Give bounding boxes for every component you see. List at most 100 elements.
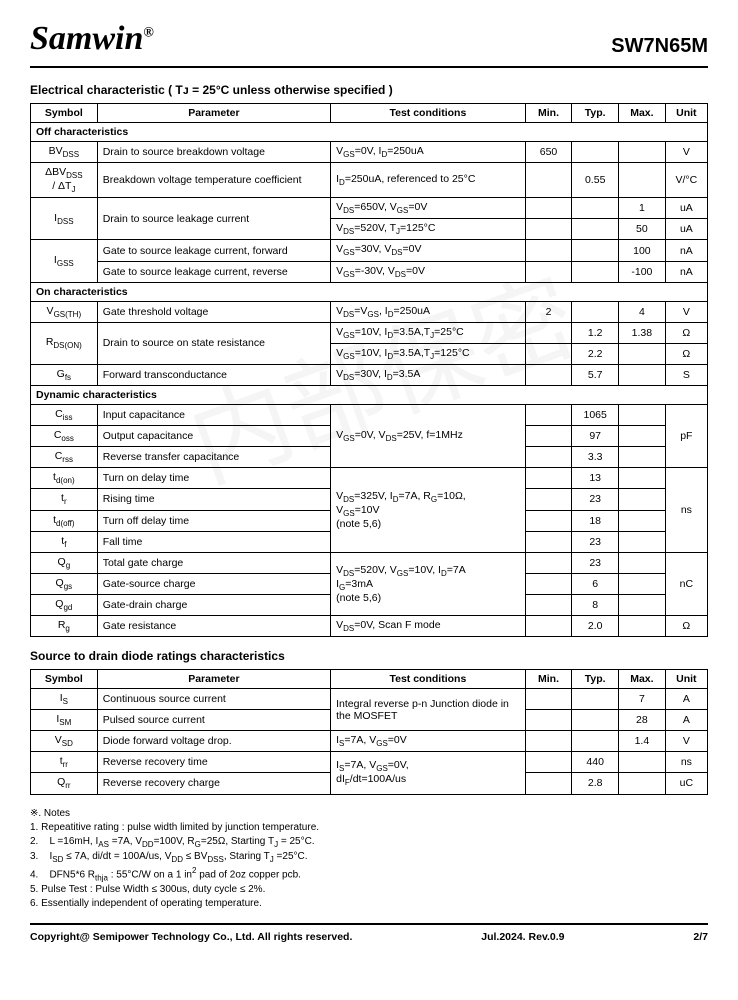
cell (619, 163, 666, 198)
cell: Qgs (31, 573, 98, 594)
cell: nA (665, 261, 707, 282)
cell: Total gate charge (97, 552, 330, 573)
cell: Drain to source on state resistance (97, 322, 330, 364)
th-param: Parameter (97, 670, 330, 689)
cell (572, 731, 619, 752)
cell (525, 468, 572, 489)
cell (525, 240, 572, 261)
cell (525, 552, 572, 573)
cell: 0.55 (572, 163, 619, 198)
cell: 2.2 (572, 343, 619, 364)
cell: 50 (619, 219, 666, 240)
cell: ns (665, 468, 707, 552)
cell: nA (665, 240, 707, 261)
cell (619, 552, 666, 573)
cell: Drain to source breakdown voltage (97, 142, 330, 163)
table-row: VSD Diode forward voltage drop. IS=7A, V… (31, 731, 708, 752)
cell: Reverse recovery time (97, 752, 330, 773)
table-row: Gfs Forward transconductance VDS=30V, ID… (31, 364, 708, 385)
cell: 97 (572, 426, 619, 447)
on-header: On characteristics (31, 282, 708, 301)
cell (619, 426, 666, 447)
th-cond: Test conditions (331, 104, 526, 123)
cell: 6 (572, 573, 619, 594)
cell: td(off) (31, 510, 98, 531)
table-row: BVDSS Drain to source breakdown voltage … (31, 142, 708, 163)
footer-page: 2/7 (693, 931, 708, 943)
cell: Diode forward voltage drop. (97, 731, 330, 752)
cell (619, 594, 666, 615)
cell: tr (31, 489, 98, 510)
cell (619, 364, 666, 385)
cell: IGSS (31, 240, 98, 282)
cell: 440 (572, 752, 619, 773)
cell: Crss (31, 447, 98, 468)
cell (619, 468, 666, 489)
cell: V (665, 142, 707, 163)
logo-reg: ® (143, 26, 153, 41)
cell: VSD (31, 731, 98, 752)
cell: 3.3 (572, 447, 619, 468)
table-row: RDS(ON) Drain to source on state resista… (31, 322, 708, 343)
cell (525, 689, 572, 710)
cell: Ω (665, 343, 707, 364)
table-row: Rg Gate resistance VDS=0V, Scan F mode 2… (31, 615, 708, 636)
cell (572, 301, 619, 322)
th-symbol: Symbol (31, 104, 98, 123)
cell: VDS=30V, ID=3.5A (331, 364, 526, 385)
cell: Turn on delay time (97, 468, 330, 489)
cell (619, 615, 666, 636)
cell: 2.0 (572, 615, 619, 636)
cell (525, 752, 572, 773)
table-header-row: Symbol Parameter Test conditions Min. Ty… (31, 670, 708, 689)
cell: 23 (572, 552, 619, 573)
cell: VGS=-30V, VDS=0V (331, 261, 526, 282)
cell: BVDSS (31, 142, 98, 163)
cell: Gate to source leakage current, reverse (97, 261, 330, 282)
cell: 23 (572, 489, 619, 510)
dyn-header: Dynamic characteristics (31, 386, 708, 405)
cell: Gate to source leakage current, forward (97, 240, 330, 261)
logo-text: Samwin (30, 20, 143, 57)
cell (619, 510, 666, 531)
cell: IS (31, 689, 98, 710)
cell: uC (665, 773, 707, 794)
cell: V/°C (665, 163, 707, 198)
th-unit: Unit (665, 104, 707, 123)
off-hdr-cell: Off characteristics (31, 123, 708, 142)
cell: 1 (619, 198, 666, 219)
table-row: IS Continuous source current Integral re… (31, 689, 708, 710)
cell: RDS(ON) (31, 322, 98, 364)
table-row: Qg Total gate charge VDS=520V, VGS=10V, … (31, 552, 708, 573)
cell: Ω (665, 615, 707, 636)
note-line: 3. ISD ≤ 7A, di/dt = 100A/us, VDD ≤ BVDS… (30, 850, 708, 865)
table-row: Ciss Input capacitance VGS=0V, VDS=25V, … (31, 405, 708, 426)
cell: 1.38 (619, 322, 666, 343)
cell (525, 710, 572, 731)
off-header: Off characteristics (31, 123, 708, 142)
cell (619, 573, 666, 594)
on-hdr-cell: On characteristics (31, 282, 708, 301)
cell: IS=7A, VGS=0V,dIF/dt=100A/us (331, 752, 526, 794)
cell: VGS=10V, ID=3.5A,TJ=25°C (331, 322, 526, 343)
cell: V (665, 731, 707, 752)
cell: 8 (572, 594, 619, 615)
th-unit: Unit (665, 670, 707, 689)
cell: VGS=0V, VDS=25V, f=1MHz (331, 405, 526, 468)
cell (525, 489, 572, 510)
cell: Coss (31, 426, 98, 447)
cell: 7 (619, 689, 666, 710)
table-row: td(on) Turn on delay time VDS=325V, ID=7… (31, 468, 708, 489)
cell (525, 573, 572, 594)
cell: trr (31, 752, 98, 773)
cell: VGS=10V, ID=3.5A,TJ=125°C (331, 343, 526, 364)
cell: Rising time (97, 489, 330, 510)
cell: 4 (619, 301, 666, 322)
cell: Ω (665, 322, 707, 343)
dyn-hdr-cell: Dynamic characteristics (31, 386, 708, 405)
cell: uA (665, 198, 707, 219)
th-min: Min. (525, 670, 572, 689)
cell: S (665, 364, 707, 385)
cell: VDS=0V, Scan F mode (331, 615, 526, 636)
notes: ※. Notes 1. Repeatitive rating : pulse w… (30, 807, 708, 912)
